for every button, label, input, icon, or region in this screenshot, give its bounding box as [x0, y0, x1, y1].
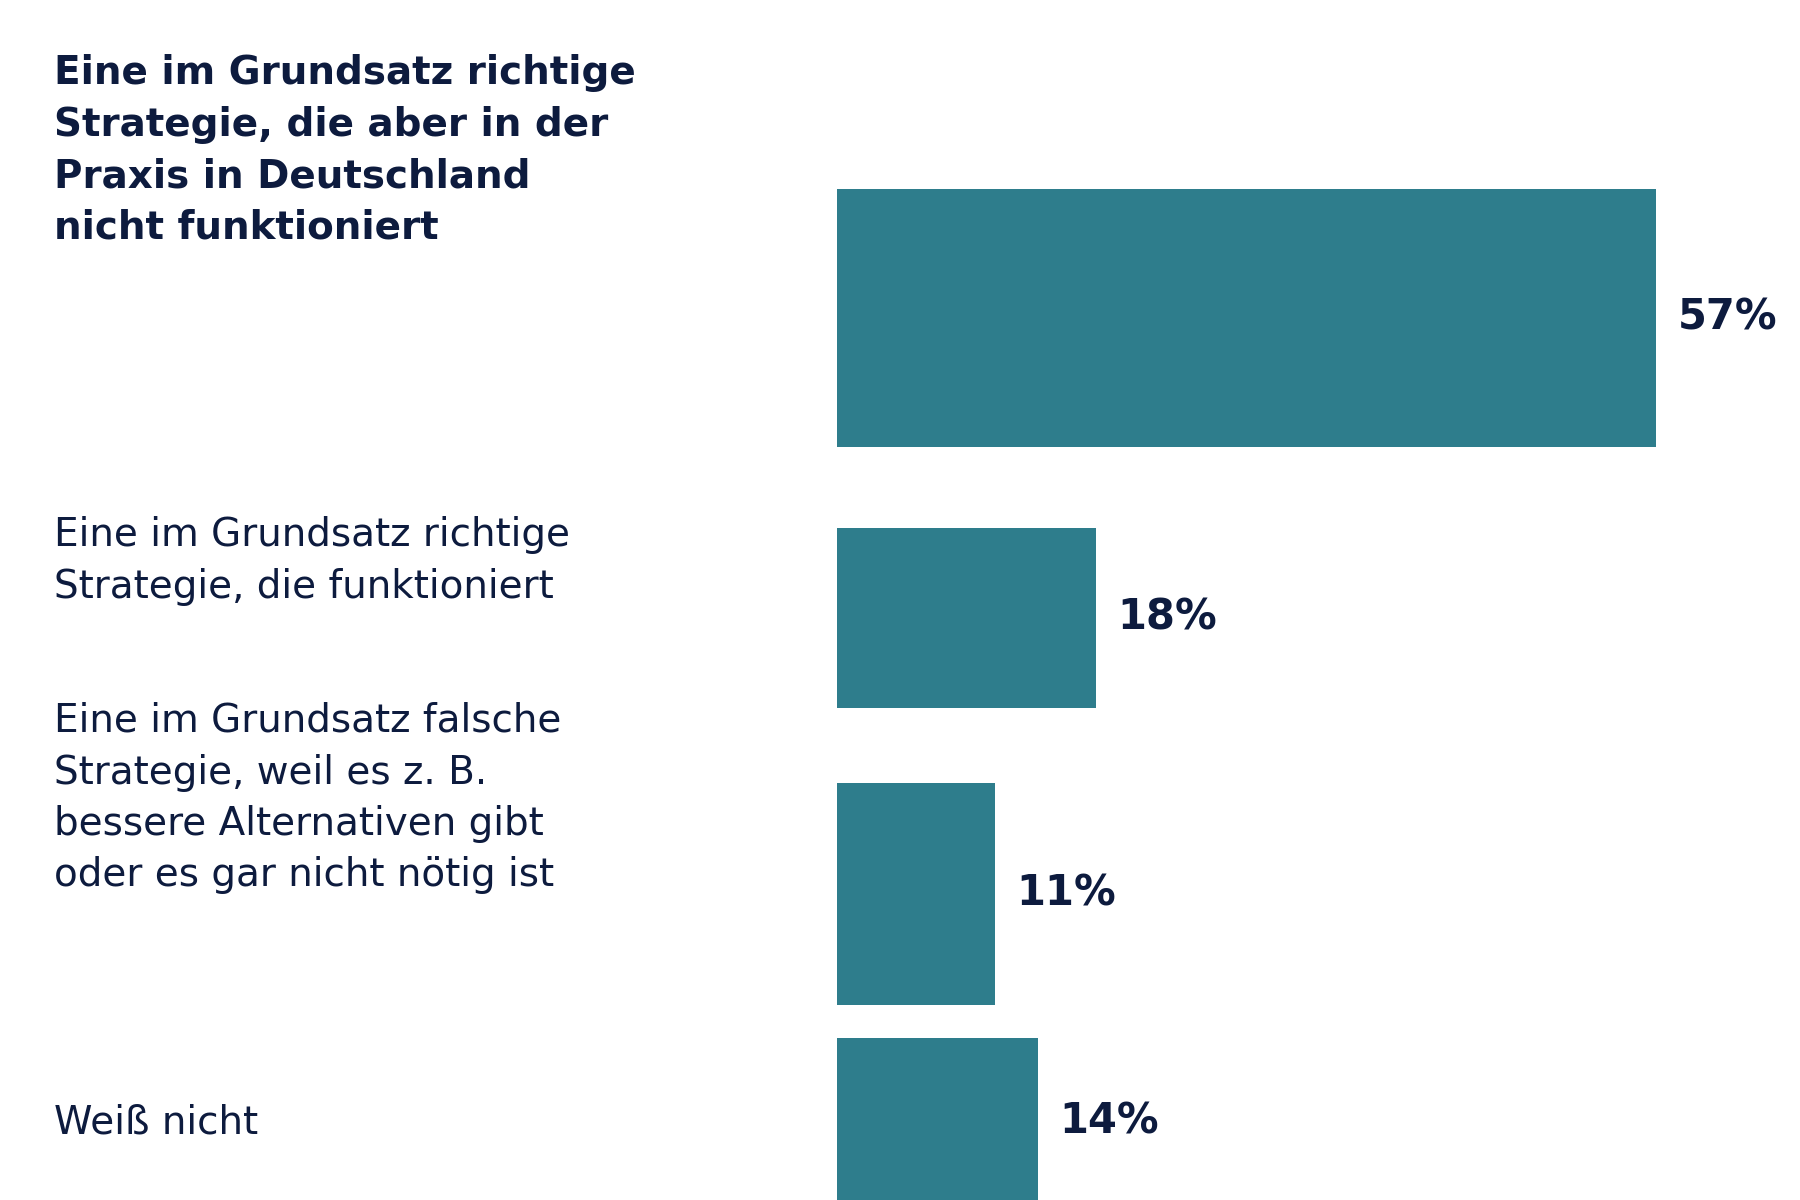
Text: Eine im Grundsatz richtige
Strategie, die aber in der
Praxis in Deutschland
nich: Eine im Grundsatz richtige Strategie, di… — [54, 54, 635, 246]
Text: Eine im Grundsatz falsche
Strategie, weil es z. B.
bessere Alternativen gibt
ode: Eine im Grundsatz falsche Strategie, wei… — [54, 702, 562, 894]
Text: 11%: 11% — [1017, 874, 1116, 914]
Text: 14%: 14% — [1060, 1102, 1159, 1142]
Text: Weiß nicht: Weiß nicht — [54, 1103, 257, 1141]
Text: 18%: 18% — [1118, 596, 1217, 638]
Text: Eine im Grundsatz richtige
Strategie, die funktioniert: Eine im Grundsatz richtige Strategie, di… — [54, 516, 571, 606]
Text: 57%: 57% — [1678, 296, 1777, 338]
